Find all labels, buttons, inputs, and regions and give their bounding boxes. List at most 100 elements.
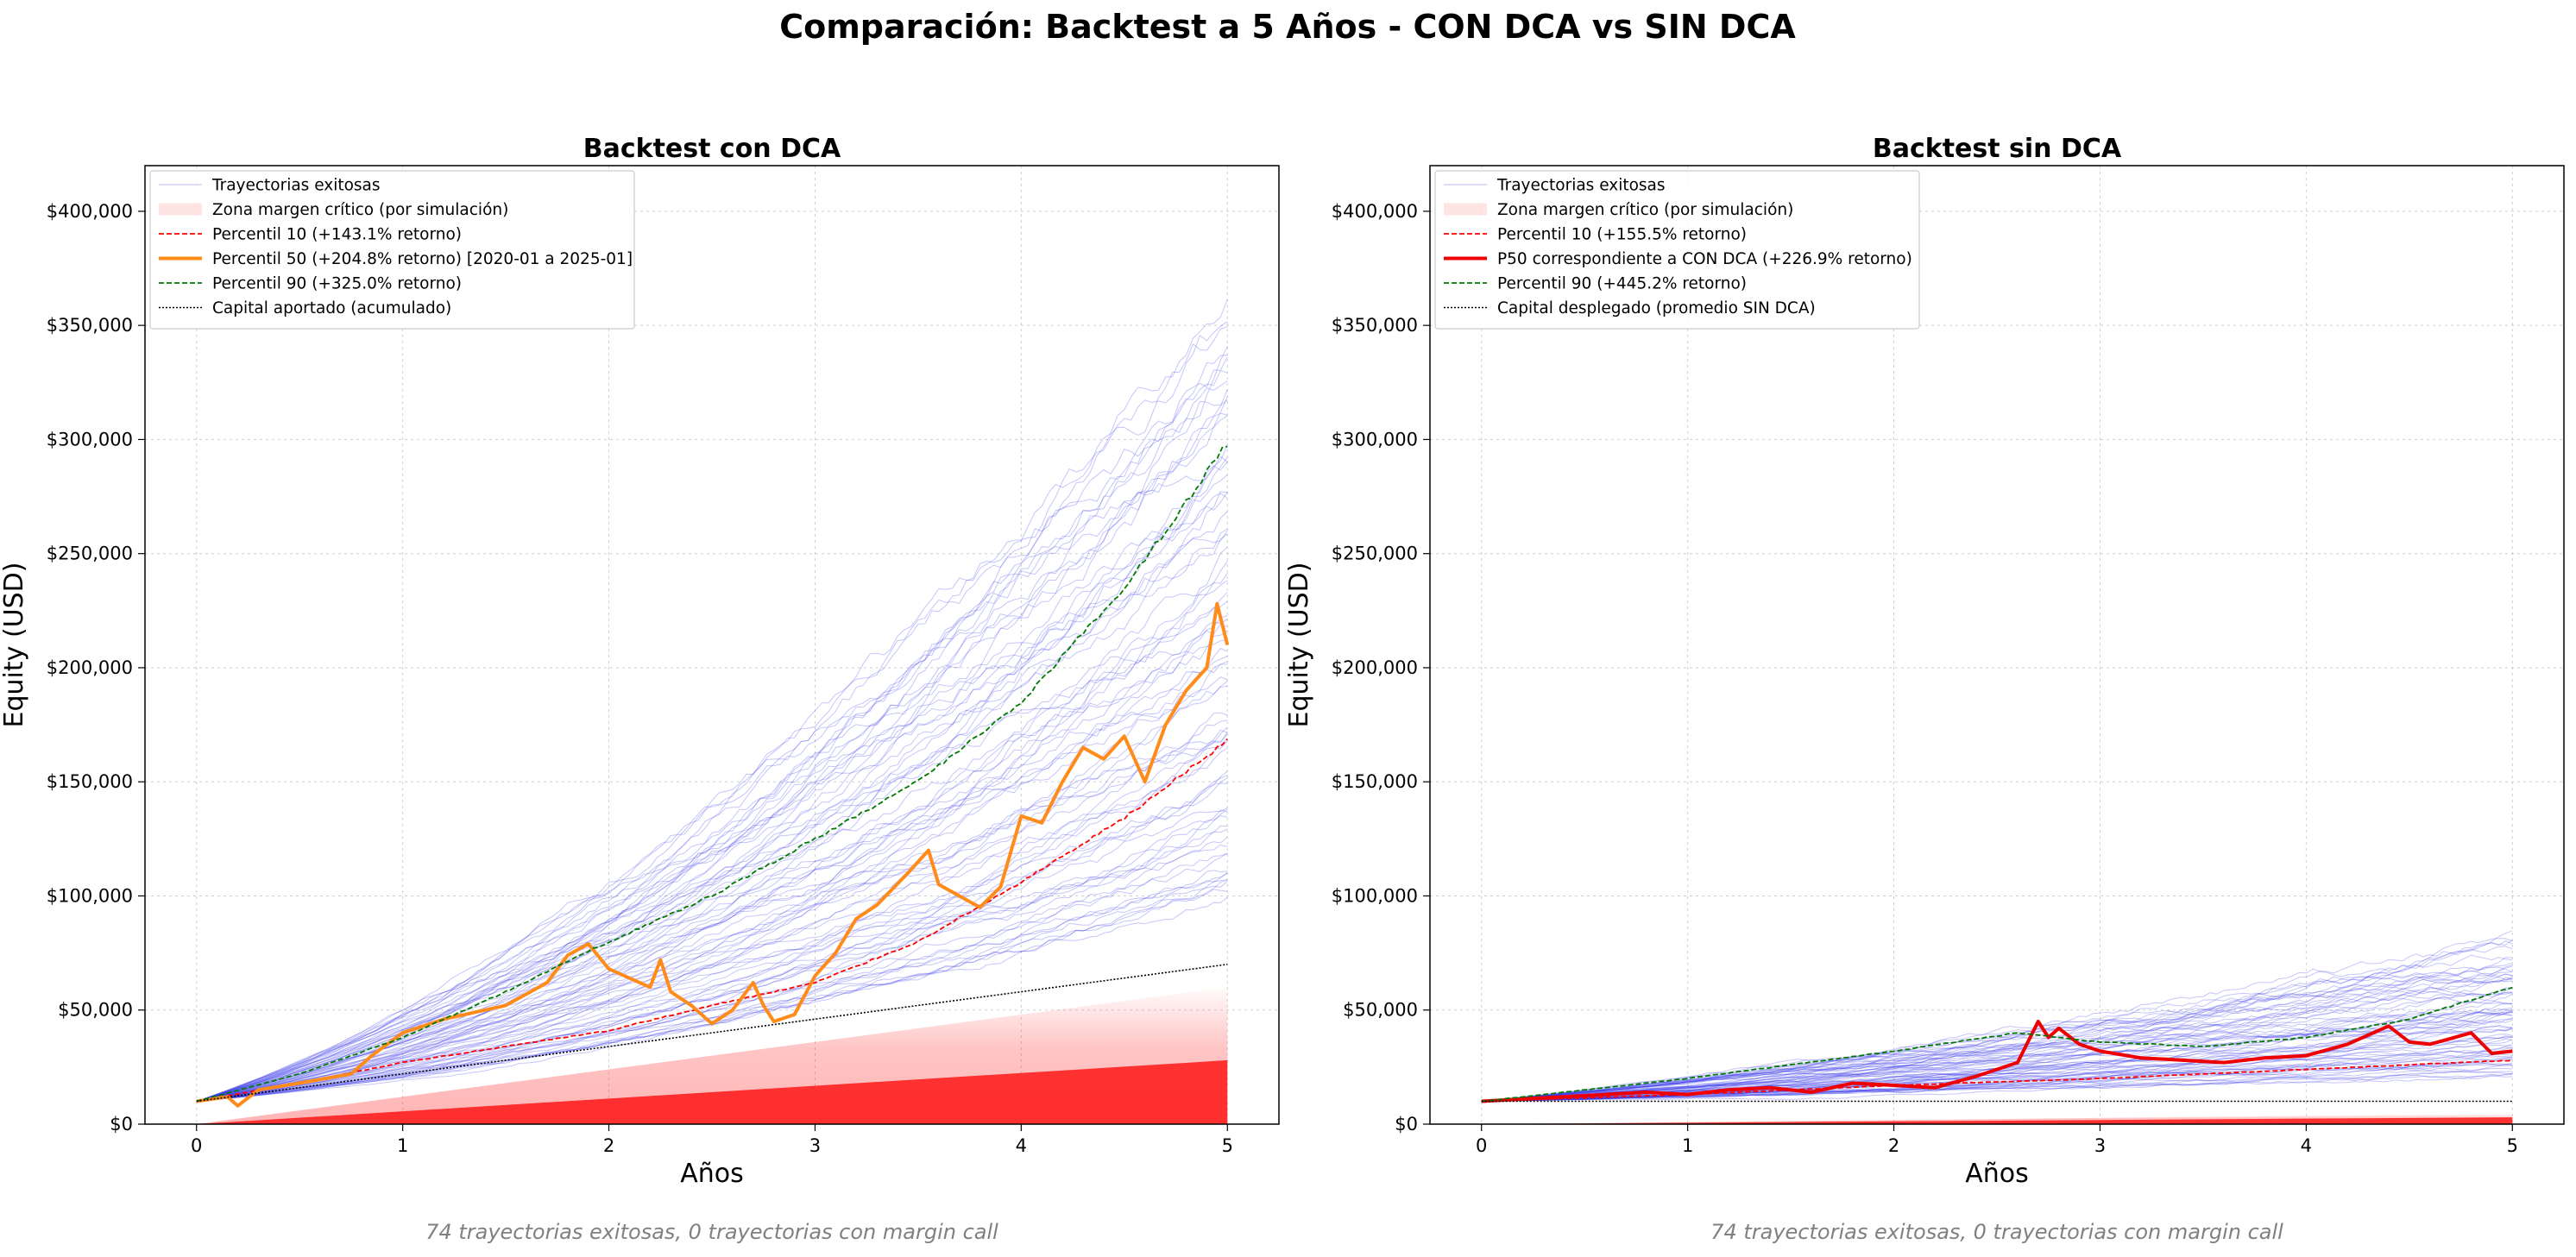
trajectory-line — [196, 872, 1228, 1102]
trajectory-line — [1481, 1011, 2513, 1102]
x-axis-label: Años — [680, 1159, 744, 1189]
trajectory-line — [196, 729, 1228, 1102]
legend-label: Percentil 50 (+204.8% retorno) [2020-01 … — [212, 250, 633, 268]
trajectory-line — [196, 399, 1228, 1102]
legend-label: Percentil 90 (+445.2% retorno) — [1497, 275, 1747, 293]
trajectory-line — [1481, 1002, 2513, 1102]
trajectory-line — [196, 685, 1228, 1102]
trajectory-line — [196, 533, 1228, 1102]
trajectory-line — [196, 879, 1228, 1102]
trajectory-line — [196, 681, 1228, 1102]
trajectory-line — [1481, 987, 2513, 1102]
x-tick-label: 4 — [1016, 1135, 1027, 1156]
trajectory-line — [1481, 1062, 2513, 1102]
legend-item: Percentil 90 (+325.0% retorno) — [159, 275, 462, 293]
trajectory-line — [196, 380, 1228, 1102]
trajectory-line — [1481, 1073, 2513, 1102]
x-tick-label: 2 — [1888, 1135, 1899, 1156]
y-tick-label: $150,000 — [1332, 771, 1418, 792]
trajectory-line — [196, 389, 1228, 1102]
trajectory-line — [1481, 1074, 2513, 1102]
legend-box — [149, 170, 635, 330]
trajectory-line — [196, 412, 1228, 1102]
trajectory-line — [1481, 1011, 2513, 1102]
trajectory-line — [1481, 1071, 2513, 1102]
footnote: 74 trayectorias exitosas, 0 trayectorias… — [425, 1220, 998, 1244]
trajectory-line — [196, 782, 1228, 1102]
legend-swatch — [159, 203, 202, 216]
trajectory-line — [196, 580, 1228, 1102]
trajectory-line — [196, 807, 1228, 1102]
trajectory-line — [1481, 938, 2513, 1102]
trajectory-line — [196, 561, 1228, 1102]
trajectory-line — [196, 491, 1228, 1102]
legend-label: Capital aportado (acumulado) — [212, 299, 451, 317]
legend-label: P50 correspondiente a CON DCA (+226.9% r… — [1497, 250, 1912, 268]
trajectory-line — [1481, 946, 2513, 1102]
trajectory-line — [1481, 977, 2513, 1102]
legend-item: Percentil 10 (+143.1% retorno) — [159, 226, 462, 244]
legend: Trayectorias exitosas Zona margen crítico… — [1434, 170, 1920, 330]
trajectory-line — [1481, 973, 2513, 1102]
trajectory-line — [1481, 991, 2513, 1102]
trajectory-line — [1481, 966, 2513, 1102]
trajectory-line — [1481, 993, 2513, 1102]
legend-label: Capital desplegado (promedio SIN DCA) — [1497, 299, 1816, 317]
legend-label: Trayectorias exitosas — [1496, 177, 1666, 195]
trajectory-line — [1481, 1054, 2513, 1102]
p90-line — [1481, 986, 2513, 1103]
trajectory-line — [1481, 978, 2513, 1102]
trajectory-line — [196, 355, 1228, 1102]
trajectory-line — [196, 474, 1228, 1102]
trajectories — [196, 299, 1228, 1102]
trajectory-line — [196, 881, 1228, 1102]
trajectory-line — [196, 600, 1228, 1102]
y-axis: $0 $50,000 $100,000 $150,000 $200,000 $250,00… — [47, 201, 145, 1134]
trajectory-line — [1481, 1067, 2513, 1102]
trajectory-line — [196, 461, 1228, 1102]
trajectories — [1481, 930, 2513, 1102]
trajectory-line — [196, 326, 1228, 1102]
x-tick-label: 1 — [397, 1135, 408, 1156]
trajectory-line — [196, 775, 1228, 1102]
y-tick-label: $150,000 — [47, 771, 133, 792]
trajectory-line — [196, 591, 1228, 1102]
trajectory-line — [1481, 962, 2513, 1102]
y-axis-label: Equity (USD) — [1284, 563, 1314, 728]
trajectory-line — [196, 396, 1228, 1102]
trajectory-line — [1481, 954, 2513, 1102]
y-tick-label: $0 — [110, 1114, 133, 1134]
trajectory-line — [1481, 965, 2513, 1102]
trajectory-line — [196, 871, 1228, 1102]
trajectory-line — [1481, 1039, 2513, 1102]
trajectory-line — [1481, 1008, 2513, 1102]
y-tick-label: $200,000 — [47, 657, 133, 678]
x-tick-label: 2 — [603, 1135, 614, 1156]
trajectory-line — [1481, 987, 2513, 1102]
p10-line — [196, 738, 1228, 1103]
y-tick-label: $0 — [1395, 1114, 1418, 1134]
legend-label: Percentil 10 (+155.5% retorno) — [1497, 226, 1747, 244]
x-tick-label: 3 — [2094, 1135, 2106, 1156]
trajectory-line — [1481, 976, 2513, 1102]
trajectory-line — [196, 647, 1228, 1102]
trajectory-line — [1481, 984, 2513, 1102]
legend-label: Zona margen crítico (por simulación) — [212, 201, 508, 219]
trajectory-line — [1481, 979, 2513, 1102]
y-tick-label: $400,000 — [1332, 201, 1418, 222]
trajectory-line — [196, 573, 1228, 1102]
y-tick-label: $100,000 — [1332, 885, 1418, 906]
trajectory-line — [196, 299, 1228, 1102]
legend-item: Trayectorias exitosas — [159, 177, 381, 195]
legend-item: Trayectorias exitosas — [1444, 177, 1666, 195]
y-tick-label: $300,000 — [47, 429, 133, 449]
trajectory-line — [1481, 940, 2513, 1102]
trajectory-line — [196, 808, 1228, 1102]
x-axis-label: Años — [1965, 1159, 2029, 1189]
trajectory-line — [1481, 1062, 2513, 1102]
y-tick-label: $50,000 — [58, 1000, 133, 1021]
margin-zone — [196, 1059, 1228, 1124]
